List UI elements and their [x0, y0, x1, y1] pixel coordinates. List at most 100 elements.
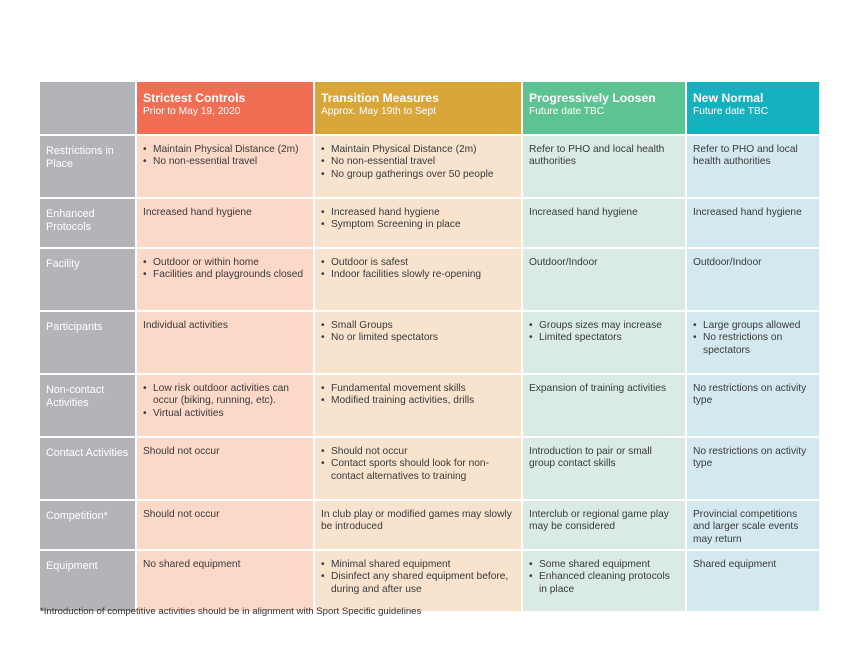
row-label-enhanced-protocols: Enhanced Protocols: [40, 199, 135, 247]
table-cell: Refer to PHO and local health authoritie…: [687, 136, 819, 197]
bullet-list: Small GroupsNo or limited spectators: [321, 320, 515, 345]
table-cell: Should not occur: [137, 501, 313, 549]
row-label-non-contact-activities: Non-contact Activities: [40, 375, 135, 436]
bullet-item: Groups sizes may increase: [529, 320, 679, 333]
cell-text: Individual activities: [143, 320, 228, 331]
bullet-list: Large groups allowedNo restrictions on s…: [693, 320, 813, 357]
table-cell: Should not occur: [137, 438, 313, 499]
row-label-competition: Competition*: [40, 501, 135, 549]
bullet-list: Minimal shared equipmentDisinfect any sh…: [321, 559, 515, 596]
bullet-item: Enhanced cleaning protocols in place: [529, 571, 679, 596]
table-cell: Outdoor/Indoor: [687, 249, 819, 310]
bullet-item: Outdoor is safest: [321, 257, 515, 270]
cell-text: No restrictions on activity type: [693, 446, 807, 470]
row-label-restrictions-in-place: Restrictions in Place: [40, 136, 135, 197]
table-cell: In club play or modified games may slowl…: [315, 501, 521, 549]
table-cell: Should not occurContact sports should lo…: [315, 438, 521, 499]
column-title: New Normal: [693, 91, 764, 105]
row-label-equipment: Equipment: [40, 551, 135, 611]
cell-text: Provincial competitions and larger scale…: [693, 509, 799, 545]
bullet-list: Outdoor or within homeFacilities and pla…: [143, 257, 307, 282]
row-label-participants: Participants: [40, 312, 135, 373]
table-cell: Small GroupsNo or limited spectators: [315, 312, 521, 373]
bullet-list: Low risk outdoor activities can occur (b…: [143, 383, 307, 421]
cell-text: Increased hand hygiene: [693, 207, 802, 218]
bullet-item: Outdoor or within home: [143, 257, 307, 270]
table-cell: Fundamental movement skillsModified trai…: [315, 375, 521, 436]
bullet-item: No restrictions on spectators: [693, 332, 813, 357]
bullet-item: Disinfect any shared equipment before, d…: [321, 571, 515, 596]
table-cell: Provincial competitions and larger scale…: [687, 501, 819, 549]
cell-text: Increased hand hygiene: [529, 207, 638, 218]
column-header-strictest-controls: Strictest Controls Prior to May 19, 2020: [137, 82, 313, 134]
bullet-item: No group gatherings over 50 people: [321, 169, 515, 182]
column-header-new-normal: New Normal Future date TBC: [687, 82, 819, 134]
table-cell: Outdoor/Indoor: [523, 249, 685, 310]
header-corner-cell: [40, 82, 135, 134]
column-subtitle: Future date TBC: [693, 106, 769, 117]
row-label-facility: Facility: [40, 249, 135, 310]
table-cell: Increased hand hygiene: [523, 199, 685, 247]
bullet-list: Should not occurContact sports should lo…: [321, 446, 515, 483]
bullet-item: Maintain Physical Distance (2m): [321, 144, 515, 157]
cell-text: Increased hand hygiene: [143, 207, 252, 218]
cell-text: Should not occur: [143, 509, 220, 520]
table-cell: Outdoor is safestIndoor facilities slowl…: [315, 249, 521, 310]
column-header-progressively-loosen: Progressively Loosen Future date TBC: [523, 82, 685, 134]
bullet-item: Increased hand hygiene: [321, 207, 515, 220]
footnote: *Introduction of competitive activities …: [40, 606, 422, 617]
table-cell: Maintain Physical Distance (2m)No non-es…: [137, 136, 313, 197]
cell-text: Outdoor/Indoor: [529, 257, 598, 268]
cell-text: Outdoor/Indoor: [693, 257, 762, 268]
bullet-item: Some shared equipment: [529, 559, 679, 572]
column-header-transition-measures: Transition Measures Approx. May 19th to S…: [315, 82, 521, 134]
column-subtitle: Future date TBC: [529, 106, 605, 117]
column-title: Progressively Loosen: [529, 91, 656, 105]
bullet-list: Outdoor is safestIndoor facilities slowl…: [321, 257, 515, 282]
bullet-list: Maintain Physical Distance (2m)No non-es…: [143, 144, 307, 169]
table-cell: Large groups allowedNo restrictions on s…: [687, 312, 819, 373]
phase-guidelines-table: Strictest Controls Prior to May 19, 2020 T…: [40, 82, 819, 611]
row-label-contact-activities: Contact Activities: [40, 438, 135, 499]
bullet-item: Modified training activities, drills: [321, 395, 515, 408]
bullet-item: Indoor facilities slowly re-opening: [321, 269, 515, 282]
bullet-list: Some shared equipmentEnhanced cleaning p…: [529, 559, 679, 596]
bullet-item: Maintain Physical Distance (2m): [143, 144, 307, 157]
table-cell: No shared equipment: [137, 551, 313, 611]
column-title: Strictest Controls: [143, 91, 246, 105]
bullet-list: Groups sizes may increaseLimited spectat…: [529, 320, 679, 345]
table-cell: Increased hand hygieneSymptom Screening …: [315, 199, 521, 247]
table-cell: Low risk outdoor activities can occur (b…: [137, 375, 313, 436]
table-cell: Individual activities: [137, 312, 313, 373]
table-cell: Introduction to pair or small group cont…: [523, 438, 685, 499]
bullet-item: No non-essential travel: [321, 156, 515, 169]
cell-text: In club play or modified games may slowl…: [321, 509, 512, 533]
cell-text: Should not occur: [143, 446, 220, 457]
table-cell: Interclub or regional game play may be c…: [523, 501, 685, 549]
bullet-item: Limited spectators: [529, 332, 679, 345]
table-cell: Expansion of training activities: [523, 375, 685, 436]
cell-text: No shared equipment: [143, 559, 241, 570]
column-title: Transition Measures: [321, 91, 439, 105]
cell-text: No restrictions on activity type: [693, 383, 807, 407]
table-cell: Groups sizes may increaseLimited spectat…: [523, 312, 685, 373]
bullet-item: Symptom Screening in place: [321, 219, 515, 232]
bullet-item: Facilities and playgrounds closed: [143, 269, 307, 282]
bullet-list: Maintain Physical Distance (2m)No non-es…: [321, 144, 515, 182]
table-cell: Refer to PHO and local health authoritie…: [523, 136, 685, 197]
bullet-item: Large groups allowed: [693, 320, 813, 333]
table-cell: Increased hand hygiene: [687, 199, 819, 247]
column-subtitle: Prior to May 19, 2020: [143, 106, 241, 117]
cell-text: Expansion of training activities: [529, 383, 667, 394]
cell-text: Refer to PHO and local health authoritie…: [693, 144, 798, 168]
cell-text: Introduction to pair or small group cont…: [529, 446, 652, 470]
bullet-item: Small Groups: [321, 320, 515, 333]
bullet-item: Low risk outdoor activities can occur (b…: [143, 383, 307, 408]
bullet-item: Contact sports should look for non-conta…: [321, 458, 515, 483]
table-cell: Increased hand hygiene: [137, 199, 313, 247]
table-cell: No restrictions on activity type: [687, 438, 819, 499]
bullet-item: No or limited spectators: [321, 332, 515, 345]
table-cell: No restrictions on activity type: [687, 375, 819, 436]
bullet-item: Virtual activities: [143, 408, 307, 421]
bullet-list: Fundamental movement skillsModified trai…: [321, 383, 515, 408]
